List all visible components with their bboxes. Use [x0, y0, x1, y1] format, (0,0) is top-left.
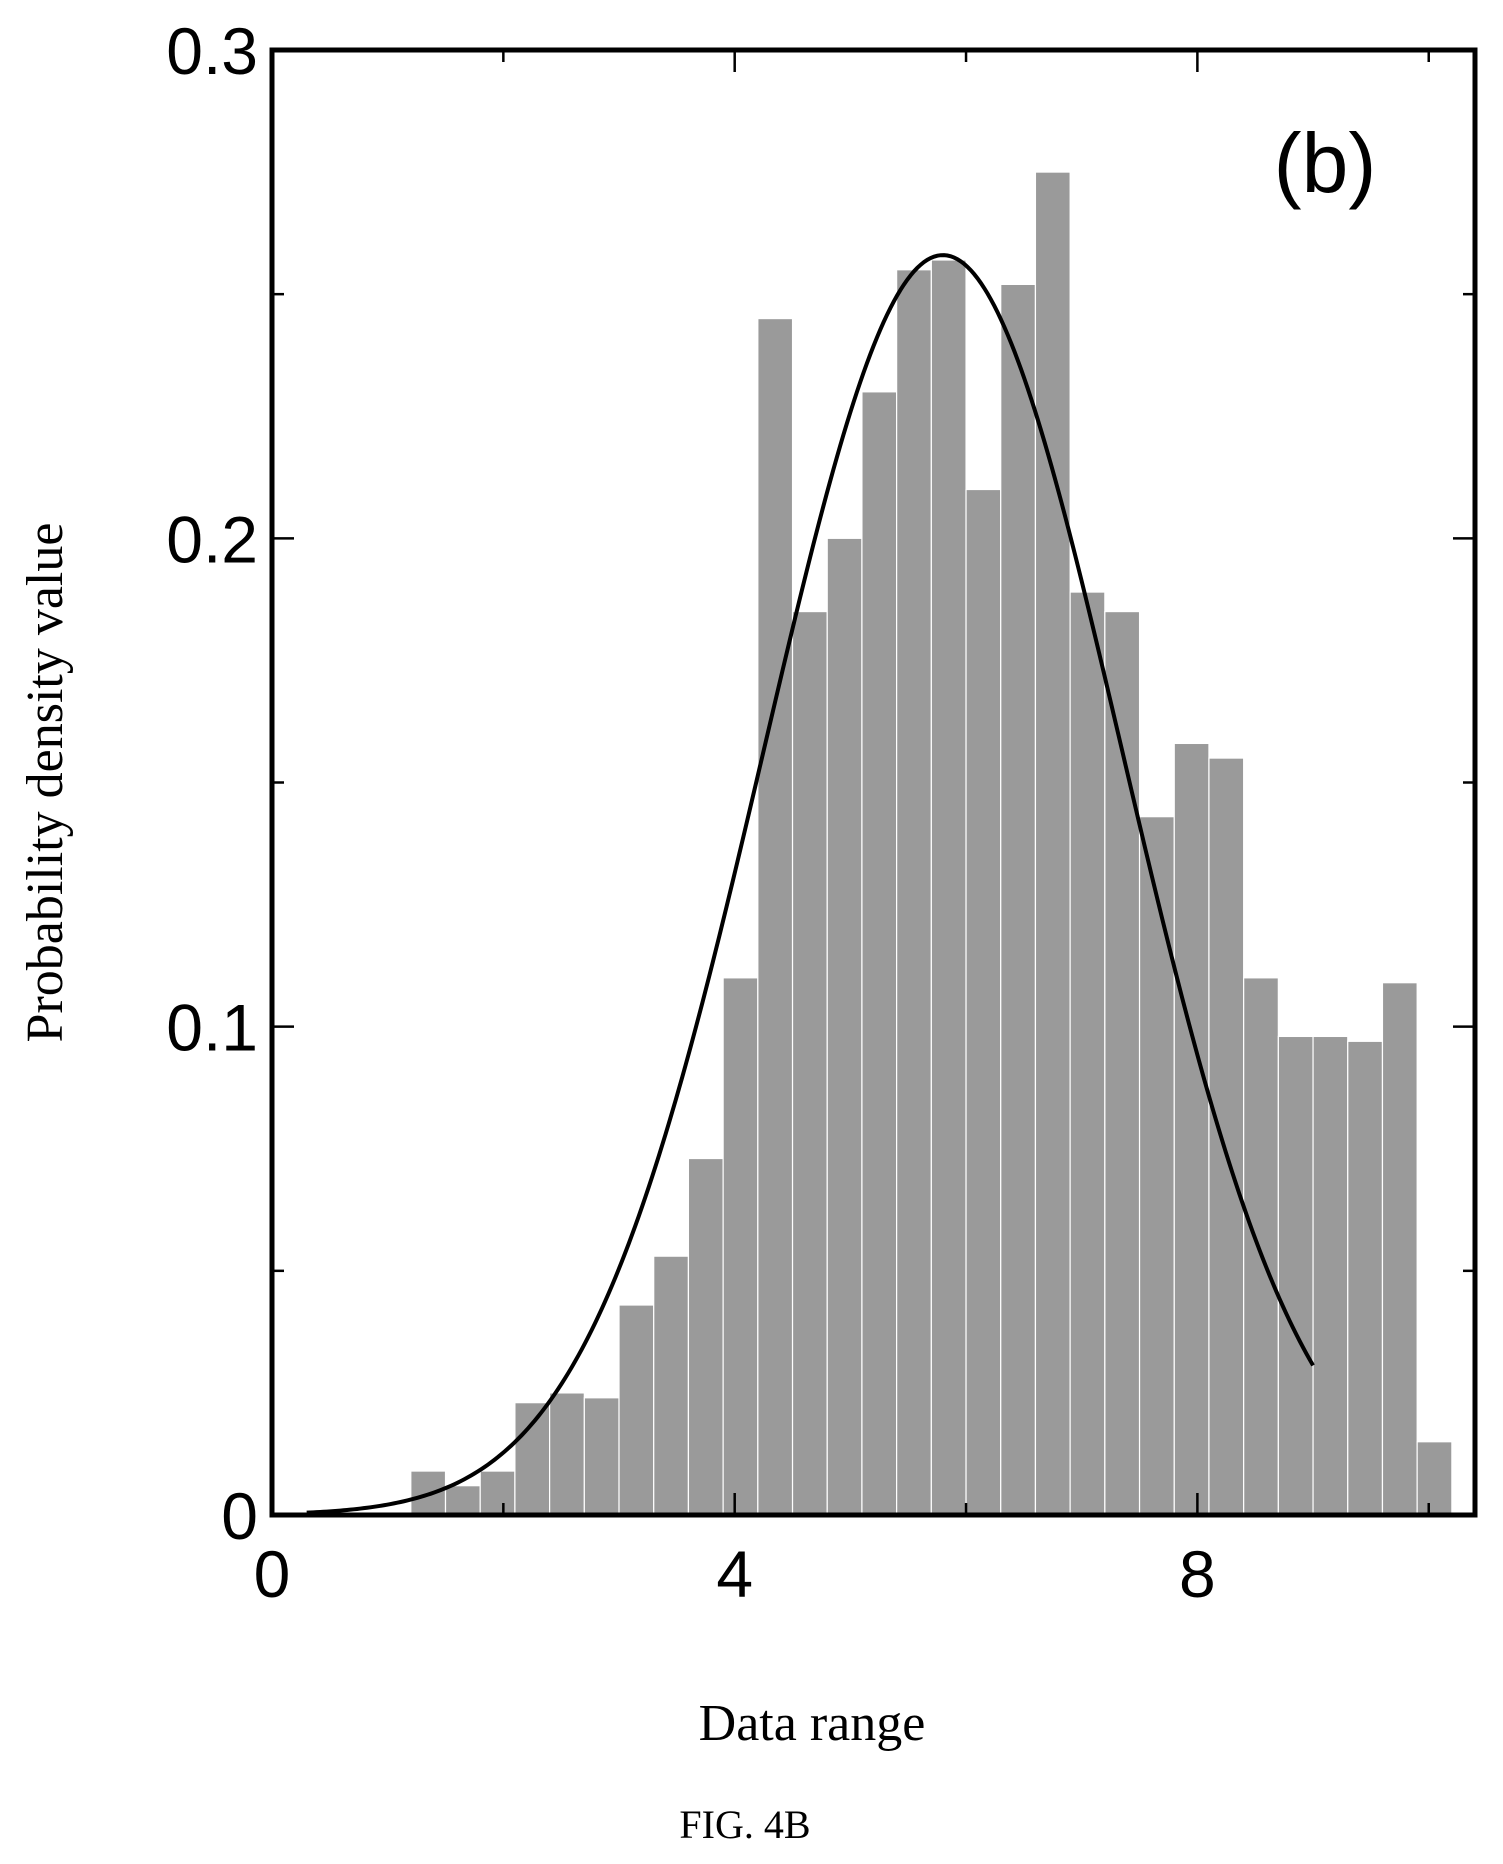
x-tick-label-2: 8 [1179, 1537, 1216, 1611]
y-tick-label-2: 0.2 [166, 502, 258, 576]
histogram-bar-9 [722, 977, 759, 1516]
axis-tick-labels: 0 0.1 0.2 0.3 0 4 8 [166, 14, 1215, 1611]
histogram-bar-13 [861, 391, 898, 1516]
x-tick-label-1: 4 [716, 1537, 753, 1611]
histogram-bars [410, 171, 1453, 1516]
y-tick-label-0: 0 [221, 1479, 258, 1553]
histogram-bar-22 [1173, 742, 1210, 1516]
histogram-bar-1 [444, 1485, 481, 1516]
figure-caption: FIG. 4B [679, 1802, 810, 1847]
histogram-bar-14 [896, 269, 932, 1516]
x-axis-title: Data range [699, 1695, 926, 1752]
histogram-bar-7 [653, 1255, 690, 1516]
histogram-bar-12 [826, 537, 863, 1516]
histogram-bar-25 [1277, 1035, 1314, 1516]
histogram-bar-3 [514, 1402, 551, 1516]
axis-ticks [270, 48, 1475, 1517]
histogram-bar-10 [757, 317, 794, 1516]
x-tick-label-0: 0 [254, 1537, 291, 1611]
histogram-bar-20 [1104, 610, 1141, 1516]
panel-label: (b) [1274, 116, 1377, 210]
histogram-bar-19 [1069, 591, 1106, 1516]
histogram-bar-5 [583, 1397, 620, 1516]
y-axis-title: Probability density value [17, 523, 74, 1043]
histogram-bar-4 [549, 1392, 585, 1516]
histogram-bar-11 [791, 610, 828, 1516]
histogram-bar-29 [1416, 1441, 1453, 1516]
histogram-bar-17 [1000, 283, 1037, 1516]
normal-fit-curve [306, 253, 1315, 1515]
histogram-bar-18 [1034, 171, 1071, 1516]
y-tick-label-1: 0.1 [166, 991, 258, 1065]
y-tick-label-3: 0.3 [166, 14, 258, 88]
histogram-bar-24 [1243, 977, 1279, 1516]
histogram-bar-15 [930, 259, 967, 1516]
histogram-bar-27 [1347, 1040, 1384, 1516]
histogram-bar-28 [1381, 982, 1418, 1516]
histogram-bar-6 [618, 1304, 655, 1516]
histogram-bar-26 [1312, 1035, 1349, 1516]
histogram-bar-2 [479, 1470, 516, 1516]
histogram-bar-21 [1138, 816, 1175, 1516]
histogram-bar-16 [965, 488, 1002, 1516]
histogram-bar-8 [687, 1157, 724, 1516]
histogram-bar-23 [1208, 757, 1245, 1516]
